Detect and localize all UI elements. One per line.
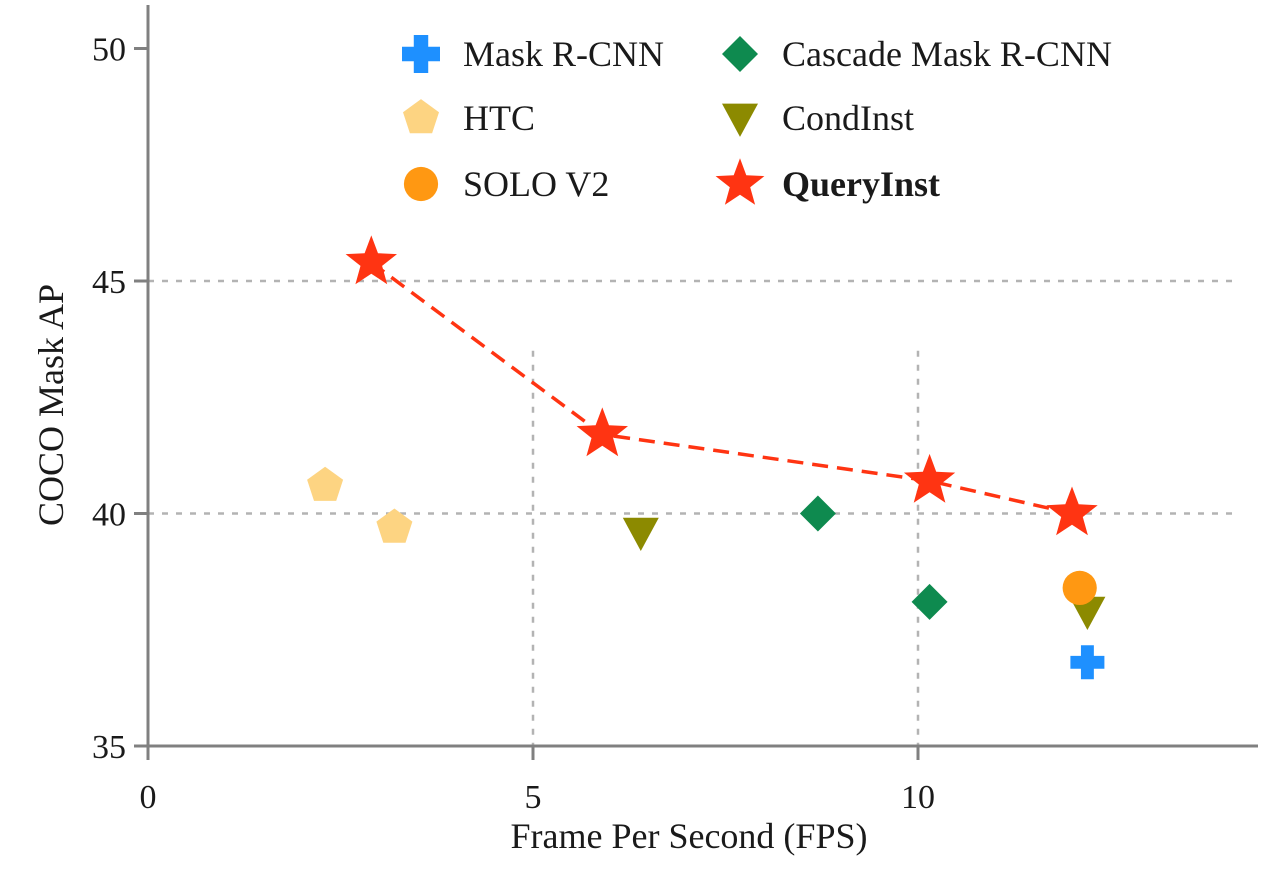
y-axis-label: COCO Mask AP [31,284,71,526]
axes [146,5,1258,748]
legend-label-queryinst: QueryInst [782,164,940,204]
legend-label-htc: HTC [463,98,535,138]
y-tick-label: 35 [92,729,126,766]
x-tick-label: 5 [525,779,542,816]
data-point-htc [307,466,344,501]
grid-lines [148,279,1238,746]
legend-marker-htc [403,99,439,134]
y-tick-label: 40 [92,497,126,534]
data-point-mask-r-cnn [1070,645,1105,680]
data-point-queryinst [576,407,628,457]
data-point-htc [376,508,413,543]
data-point-queryinst [903,453,956,503]
legend-label-condinst: CondInst [782,98,914,138]
legend-marker-cascade-mask-r-cnn [722,36,758,72]
y-tick-label: 50 [92,32,126,69]
legend-marker-queryinst [715,158,765,205]
legend-marker-condinst [722,103,758,137]
data-point-queryinst [1046,486,1098,536]
data-point-cascade-mask-r-cnn [911,583,948,620]
data-point-queryinst [345,235,397,285]
y-tick-label: 45 [92,264,126,301]
x-tick-label: 10 [901,779,935,816]
legend-label-cascade-mask-r-cnn: Cascade Mask R-CNN [782,34,1112,74]
legend-marker-mask-r-cnn [402,35,440,73]
legend-label-solo-v2: SOLO V2 [463,164,609,204]
x-axis-label: Frame Per Second (FPS) [511,816,868,856]
legend-marker-solo-v2 [403,166,439,202]
series-lines [370,260,1073,516]
x-tick-label: 0 [140,779,157,816]
legend-label-mask-r-cnn: Mask R-CNN [463,34,664,74]
data-point-solo-v2 [1062,570,1097,606]
series-line-queryinst [370,260,1073,516]
data-point-cascade-mask-r-cnn [799,495,836,532]
data-points [307,235,1106,680]
legend: Mask R-CNN Cascade Mask R-CNN HTC CondInst S… [402,34,1112,205]
axis-ticks: 35 40 45 50 0 5 10 [92,32,935,817]
data-point-condinst [1069,596,1106,631]
data-point-condinst [622,517,659,551]
